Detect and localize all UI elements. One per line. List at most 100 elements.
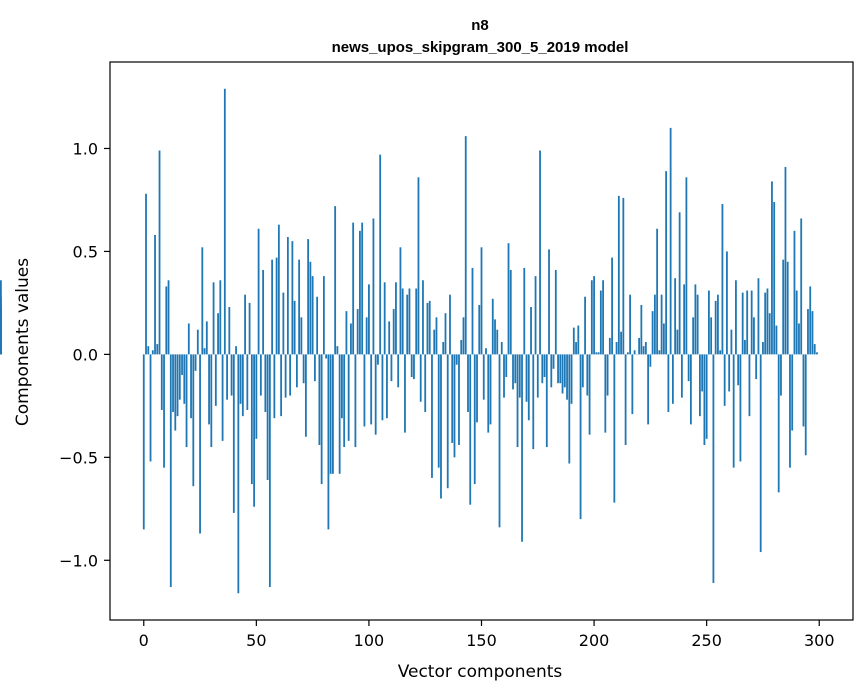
bar — [374, 354, 377, 435]
bar — [381, 354, 384, 421]
bar — [566, 354, 568, 400]
bar — [413, 354, 415, 380]
bar — [604, 354, 607, 433]
bar — [160, 354, 163, 410]
bar — [257, 228, 260, 355]
bar — [329, 354, 332, 474]
x-axis-label: Vector components — [398, 662, 563, 682]
bar — [185, 354, 188, 448]
y-tick-label: 1.0 — [73, 139, 98, 158]
bar — [791, 354, 794, 431]
bar — [807, 309, 809, 355]
bar — [602, 280, 604, 355]
bar — [284, 354, 287, 398]
bar — [685, 177, 688, 355]
bar — [505, 354, 508, 378]
bar — [365, 317, 368, 355]
bar — [766, 288, 769, 355]
bar — [273, 354, 276, 419]
bar — [802, 354, 805, 427]
x-tick-label: 100 — [354, 631, 385, 650]
bar — [158, 150, 161, 355]
bar — [248, 302, 251, 355]
bar — [593, 276, 595, 355]
bar — [570, 354, 573, 404]
bar — [491, 298, 494, 355]
bar — [264, 354, 267, 413]
bar — [332, 354, 334, 474]
bar — [771, 181, 773, 355]
bar — [169, 354, 172, 588]
bar — [575, 342, 577, 355]
bar — [383, 282, 386, 355]
bar — [410, 354, 413, 378]
bar — [228, 307, 231, 355]
bar — [291, 241, 294, 355]
y-tick-label: −0.5 — [59, 448, 98, 467]
bar — [404, 354, 406, 433]
bar — [282, 292, 285, 355]
bar — [408, 288, 411, 355]
bar — [719, 350, 722, 355]
bar — [631, 354, 634, 415]
bar — [277, 224, 280, 355]
bar — [561, 354, 564, 394]
bar — [660, 294, 663, 355]
bar — [244, 294, 246, 355]
bar — [717, 294, 719, 355]
x-tick-label: 0 — [139, 631, 149, 650]
bar — [649, 354, 652, 367]
bar — [689, 354, 692, 425]
bar — [759, 354, 762, 553]
bar — [485, 348, 487, 355]
bar — [446, 354, 449, 489]
bar — [453, 354, 456, 458]
bar — [395, 282, 397, 355]
bar — [507, 243, 510, 355]
bar — [388, 321, 391, 355]
bar — [271, 259, 274, 355]
bar — [311, 276, 314, 355]
bar — [386, 354, 388, 419]
bar — [516, 354, 519, 448]
bar — [181, 354, 183, 375]
bar — [640, 304, 643, 355]
bar — [539, 150, 541, 355]
bar — [334, 206, 337, 355]
bar — [428, 300, 431, 355]
bar — [295, 354, 298, 388]
bar — [350, 323, 352, 355]
bar — [431, 354, 433, 478]
bar — [496, 329, 499, 355]
y-tick-label: −1.0 — [59, 551, 98, 570]
bar — [545, 354, 548, 448]
bar — [235, 346, 237, 355]
bar — [503, 354, 505, 398]
bar — [757, 278, 760, 355]
bar — [268, 354, 271, 588]
bar — [550, 354, 553, 388]
bar — [437, 354, 440, 468]
bar — [509, 269, 512, 355]
bar — [449, 294, 451, 355]
bar — [356, 309, 359, 355]
bar — [469, 354, 472, 505]
bar — [0, 280, 2, 355]
bar — [577, 325, 580, 355]
bar — [563, 354, 566, 388]
x-tick-label: 200 — [579, 631, 610, 650]
bar — [327, 354, 330, 530]
bar — [746, 290, 749, 355]
bar — [201, 247, 204, 355]
bar — [775, 325, 778, 355]
bar — [196, 329, 199, 355]
bar — [588, 354, 591, 435]
bar — [737, 354, 740, 386]
bar — [318, 354, 321, 445]
bar — [487, 354, 490, 433]
bar — [773, 202, 776, 355]
x-tick-label: 50 — [246, 631, 266, 650]
bar — [426, 302, 429, 355]
bar — [798, 323, 800, 355]
